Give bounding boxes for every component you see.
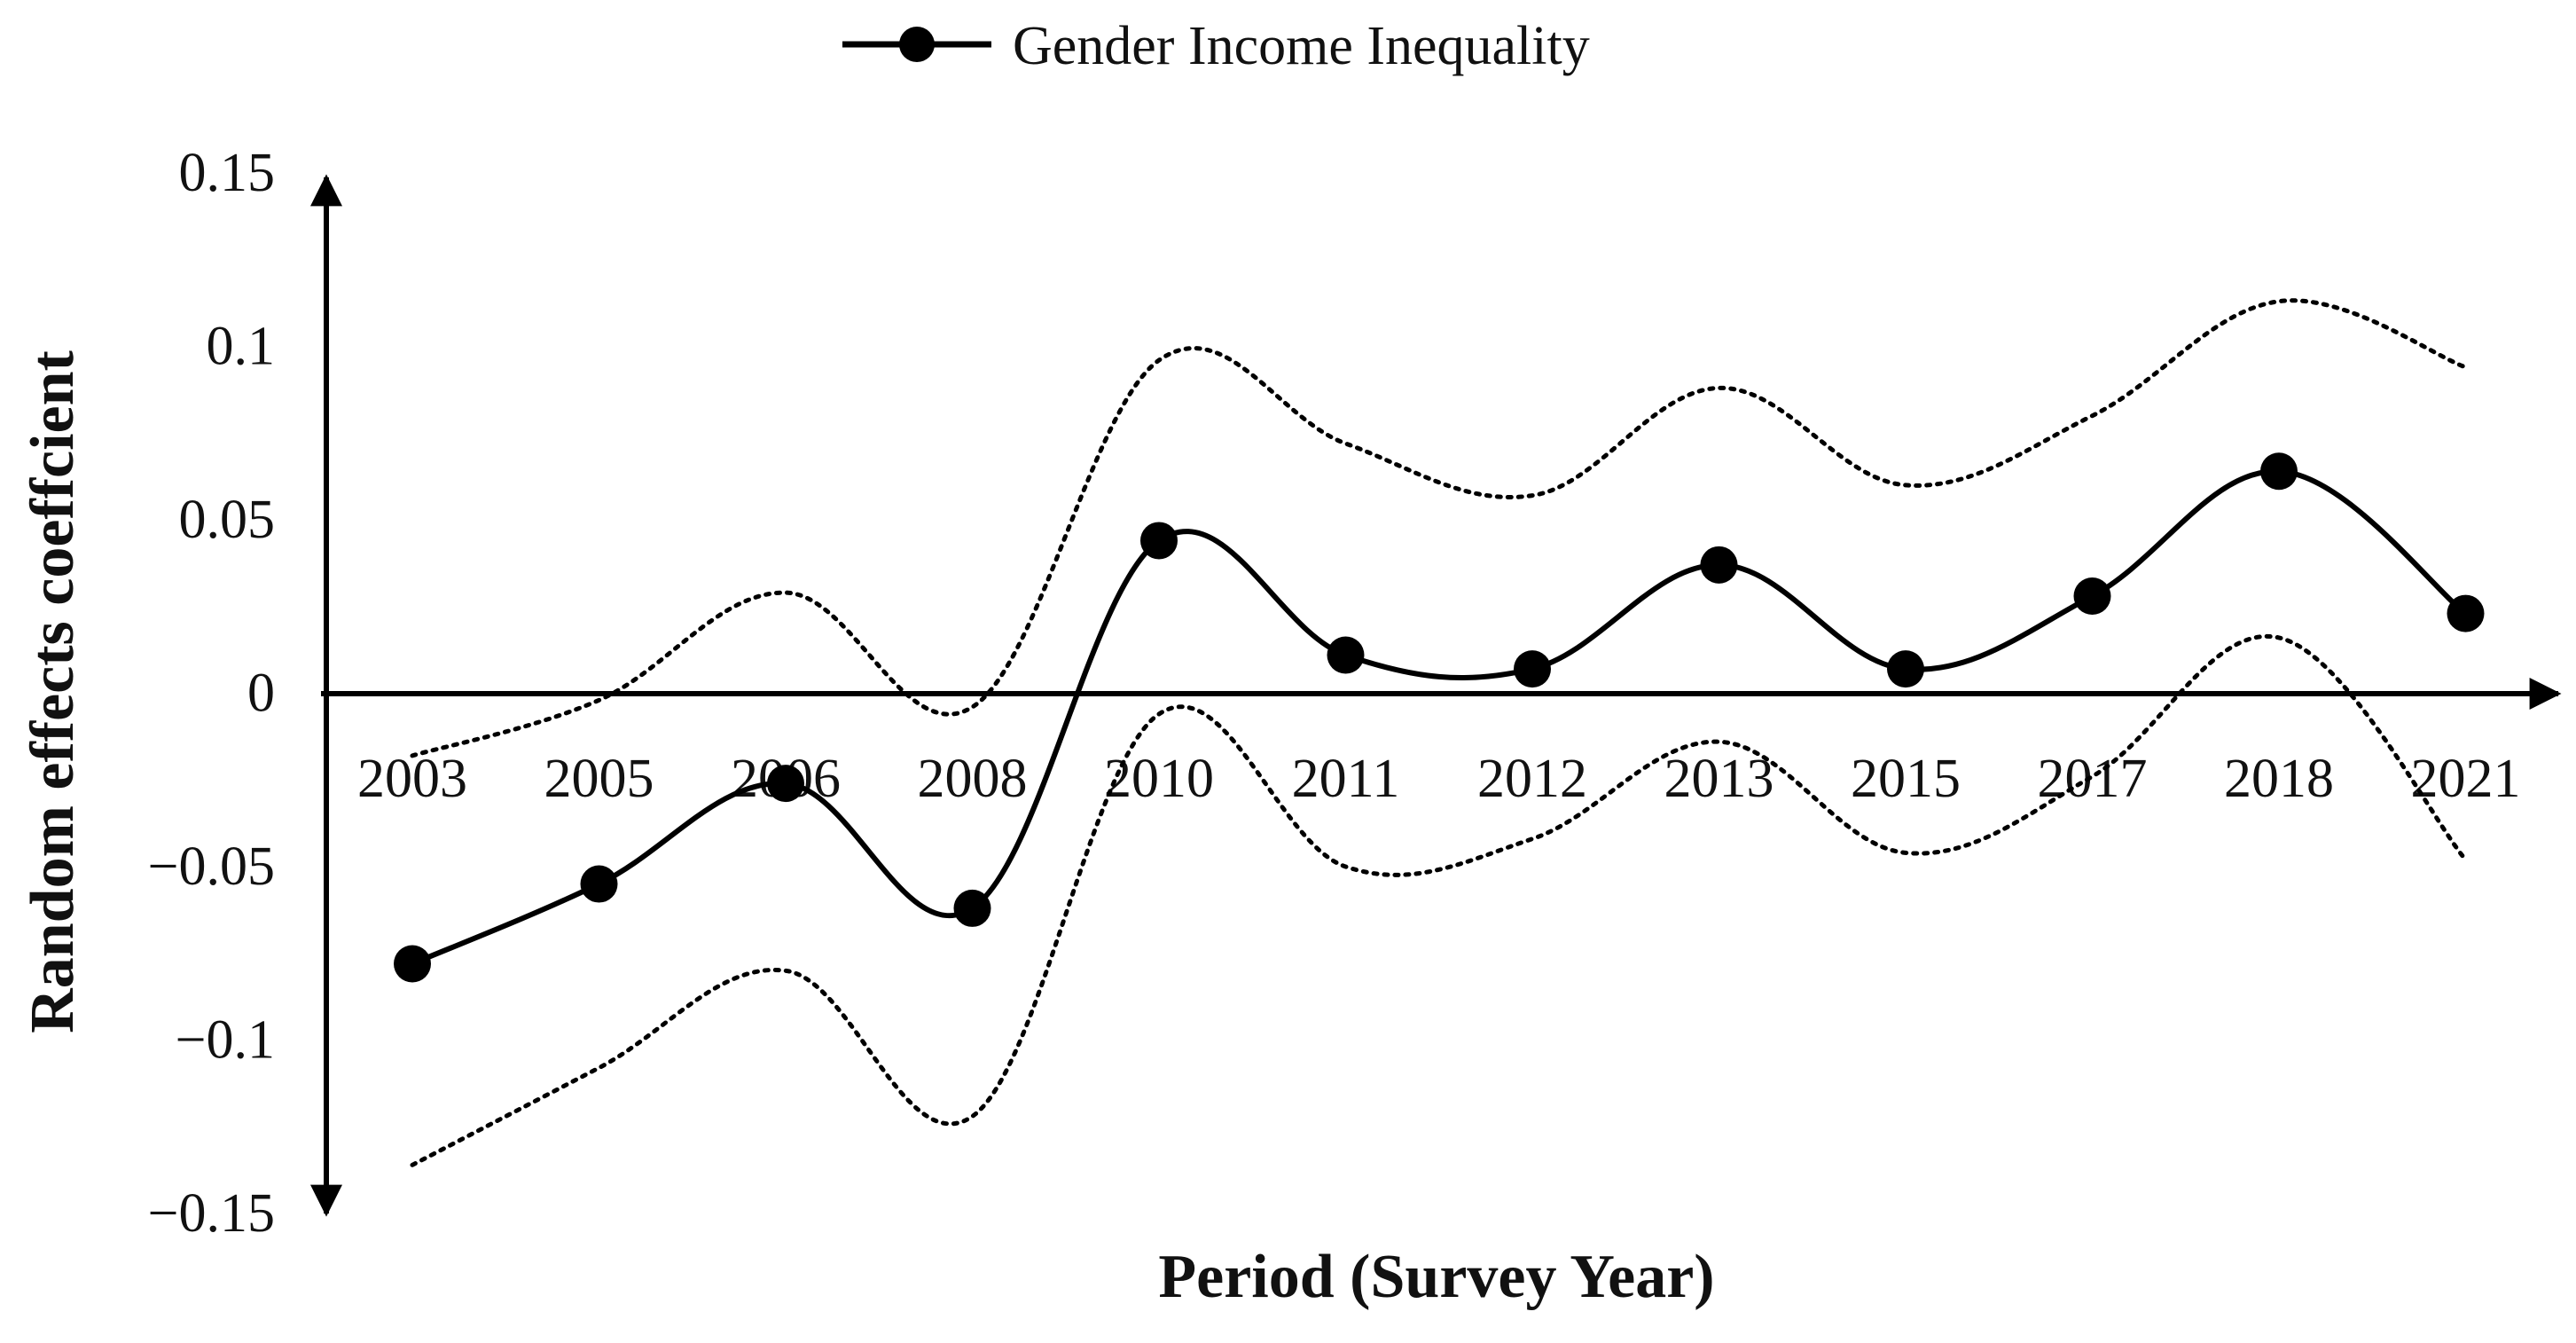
data-point <box>394 945 431 983</box>
confidence-band <box>410 298 2468 1167</box>
y-tick-labels: 0.15 0.1 0.05 0 −0.05 −0.1 −0.15 <box>148 143 275 1244</box>
legend-label: Gender Income Inequality <box>1013 16 1590 76</box>
y-tick-label: 0.05 <box>179 490 276 550</box>
y-tick-label: 0 <box>247 664 275 724</box>
x-tick-label: 2012 <box>1477 749 1587 809</box>
x-tick-label: 2018 <box>2224 749 2334 809</box>
data-point <box>767 765 804 803</box>
data-point <box>1140 522 1178 560</box>
x-tick-label: 2013 <box>1664 749 1774 809</box>
x-tick-label: 2021 <box>2411 749 2521 809</box>
upper-bound-line <box>410 298 2468 758</box>
data-series <box>394 452 2485 983</box>
data-point <box>2260 452 2298 491</box>
data-point <box>1700 546 1738 584</box>
y-axis-title: Random effects coeffcient <box>19 350 87 1033</box>
y-tick-label: −0.15 <box>148 1183 275 1244</box>
y-tick-label: 0.1 <box>207 317 276 377</box>
y-tick-label: −0.05 <box>148 836 275 897</box>
legend-marker <box>899 27 935 62</box>
x-tick-label: 2003 <box>357 749 467 809</box>
x-tick-label: 2010 <box>1104 749 1214 809</box>
data-point <box>953 889 991 927</box>
x-tick-labels: 2003200520062008201020112012201320152017… <box>357 749 2521 809</box>
data-point <box>1514 650 1551 688</box>
x-tick-label: 2015 <box>1851 749 1961 809</box>
lower-bound-line <box>410 633 2468 1167</box>
x-tick-label: 2005 <box>544 749 654 809</box>
data-point <box>580 865 618 903</box>
x-tick-label: 2011 <box>1292 749 1400 809</box>
legend: Gender Income Inequality <box>842 16 1590 76</box>
data-point <box>1887 650 1924 688</box>
y-tick-label: −0.1 <box>176 1010 275 1071</box>
x-tick-label: 2008 <box>918 749 1028 809</box>
data-point <box>2447 594 2485 632</box>
data-point <box>2073 577 2111 616</box>
data-point <box>1327 636 1365 674</box>
y-tick-label: 0.15 <box>179 143 276 203</box>
x-axis-title: Period (Survey Year) <box>1158 1243 1714 1311</box>
